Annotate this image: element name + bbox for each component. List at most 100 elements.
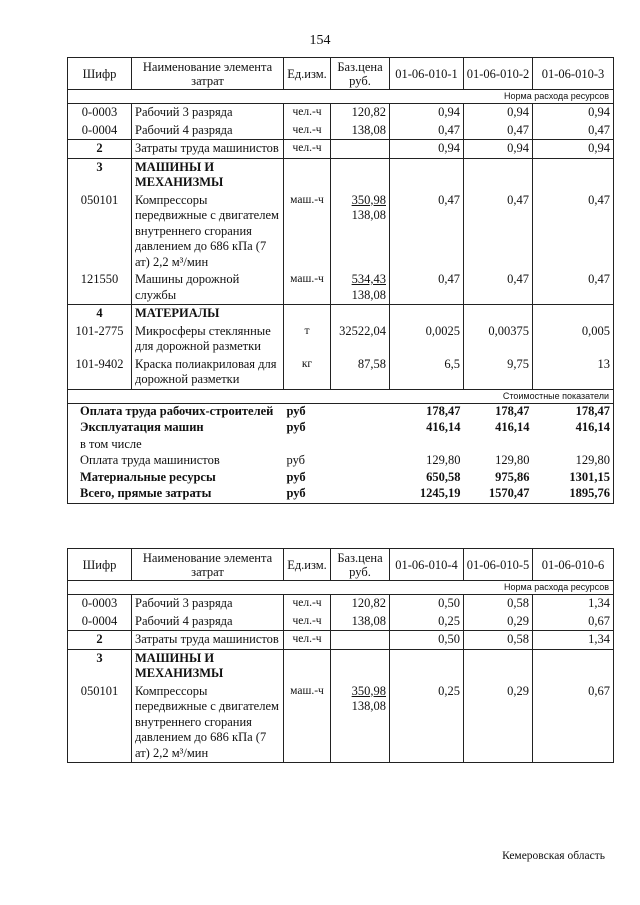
value-cell — [390, 437, 464, 454]
unit-cell: чел.-ч — [283, 121, 331, 140]
price-cell — [331, 403, 390, 420]
name-cell: Затраты труда машинистов — [131, 630, 284, 650]
column-header: Наименование элемента затрат — [131, 548, 284, 581]
code-cell: 0-0004 — [67, 612, 132, 631]
unit-cell: маш.-ч — [283, 271, 331, 305]
price-cell: 120,82 — [330, 594, 390, 613]
value-cell: 0,94 — [389, 103, 464, 122]
table-row: 2 Затраты труда машинистов чел.-ч 0,50 0,58 1… — [67, 630, 614, 650]
value-cell — [532, 436, 614, 453]
unit-cell — [283, 304, 331, 323]
value-cell: 975,86 — [495, 469, 530, 484]
table-row: 050101 Компрессоры передвижные с двигател… — [67, 191, 614, 271]
price-cell — [330, 648, 390, 683]
cost-name: Эксплуатация машин — [67, 420, 284, 437]
code-cell: 3 — [67, 648, 132, 683]
code-cell: 2 — [67, 630, 132, 650]
value-cell: 0,29 — [463, 612, 533, 631]
column-header: 01-06-010-5 — [463, 548, 533, 581]
price-value: 350,98 — [351, 683, 386, 698]
column-header: 01-06-010-6 — [532, 548, 614, 581]
value-cell: 0,005 — [532, 322, 614, 356]
unit-cell — [283, 157, 331, 192]
value-cell: 0,94 — [463, 139, 533, 159]
header-row: Шифр Наименование элемента затрат Ед.изм. Б… — [67, 548, 614, 581]
value-cell: 0,94 — [532, 139, 614, 159]
value-cell: 0,0025 — [389, 322, 464, 356]
unit-cell — [283, 648, 331, 683]
name-cell: Краска полиакриловая для дорожной размет… — [131, 355, 284, 390]
cost-label: Стоимостные показатели — [67, 388, 614, 404]
price-cell — [330, 486, 390, 504]
unit-cell: чел.-ч — [283, 103, 331, 122]
name-cell: Микросферы стеклянные для дорожной разме… — [131, 322, 284, 356]
code-cell: 0-0003 — [67, 103, 132, 122]
value-cell: 416,14 — [495, 420, 530, 434]
table-row: 101-9402 Краска полиакриловая для дорожно… — [67, 355, 614, 390]
column-header: Шифр — [67, 57, 132, 90]
price-cell: 350,98 138,08 — [330, 191, 390, 271]
section-row: Норма расхода ресурсов — [67, 89, 614, 104]
value-cell — [532, 157, 614, 192]
cost-row: Всего, прямые затраты руб 1245,19 1570,47 18… — [67, 486, 614, 504]
value-cell: 0,50 — [389, 594, 464, 613]
value-cell: 129,80 — [495, 453, 530, 467]
price-value: 534,43 — [351, 272, 386, 286]
value-cell: 650,58 — [426, 469, 461, 484]
price-cell — [330, 157, 390, 192]
value-cell — [532, 648, 614, 683]
value-cell: 1570,47 — [463, 486, 533, 504]
norm-label: Норма расхода ресурсов — [67, 580, 614, 595]
table-row: 0-0004 Рабочий 4 разряда чел.-ч 138,08 0,25 0… — [67, 612, 614, 631]
code-cell: 050101 — [67, 682, 132, 763]
cost-name: Оплата труда рабочих-строителей — [67, 403, 284, 420]
value-cell: 0,58 — [463, 630, 533, 650]
value-cell: 416,14 — [532, 420, 614, 437]
unit-cell: маш.-ч — [283, 191, 331, 271]
unit-cell: т — [283, 322, 331, 356]
unit-cell: чел.-ч — [283, 630, 331, 650]
code-cell: 050101 — [67, 191, 132, 271]
cost-name: Оплата труда машинистов — [67, 453, 284, 470]
value-cell: 178,47 — [426, 403, 461, 418]
name-cell: Компрессоры передвижные с двигателем вну… — [131, 682, 284, 763]
page-number: 154 — [309, 33, 331, 48]
value-cell: 416,14 — [426, 420, 461, 434]
table-row: 0-0003 Рабочий 3 разряда чел.-ч 120,82 0,50 0… — [67, 594, 614, 613]
code-cell: 3 — [67, 157, 132, 192]
unit-cell: маш.-ч — [283, 682, 331, 763]
cost-row: Оплата труда рабочих-строителей руб 178,47… — [67, 403, 614, 420]
column-header: Ед.изм. — [283, 548, 331, 581]
cost-name: Всего, прямые затраты — [67, 486, 284, 504]
price-cell — [331, 420, 390, 437]
section-row: Стоимостные показатели — [67, 388, 614, 404]
code-cell: 101-2775 — [67, 322, 132, 356]
price-cell: 138,08 — [330, 121, 390, 140]
value-cell: 1895,76 — [532, 486, 614, 504]
column-header: 01-06-010-1 — [389, 57, 464, 90]
value-cell — [463, 648, 533, 683]
value-cell: 0,25 — [389, 612, 464, 631]
price-sub-value: 138,08 — [351, 699, 386, 713]
value-cell: 0,47 — [532, 121, 614, 140]
code-cell: 101-9402 — [67, 355, 132, 390]
value-cell: 1245,19 — [389, 486, 464, 504]
value-cell: 178,47 — [495, 403, 530, 418]
value-cell: 0,47 — [389, 271, 464, 305]
name-cell: МАШИНЫ И МЕХАНИЗМЫ — [131, 648, 284, 683]
value-cell — [532, 304, 614, 323]
price-cell: 32522,04 — [330, 322, 390, 356]
price-value: 350,98 — [351, 192, 386, 207]
value-cell: 0,00375 — [463, 322, 533, 356]
table-row: 3 МАШИНЫ И МЕХАНИЗМЫ — [67, 648, 614, 683]
section-row: Норма расхода ресурсов — [67, 580, 614, 595]
price-cell: 534,43 138,08 — [330, 271, 390, 305]
code-cell: 4 — [67, 304, 132, 323]
unit-cell: руб — [286, 469, 306, 484]
price-sub-value: 138,08 — [351, 287, 386, 302]
value-cell: 0,47 — [463, 121, 533, 140]
name-cell: Рабочий 4 разряда — [131, 612, 284, 631]
price-cell: 350,98 138,08 — [330, 682, 390, 763]
value-cell: 0,94 — [532, 103, 614, 122]
code-cell: 0-0003 — [67, 594, 132, 613]
